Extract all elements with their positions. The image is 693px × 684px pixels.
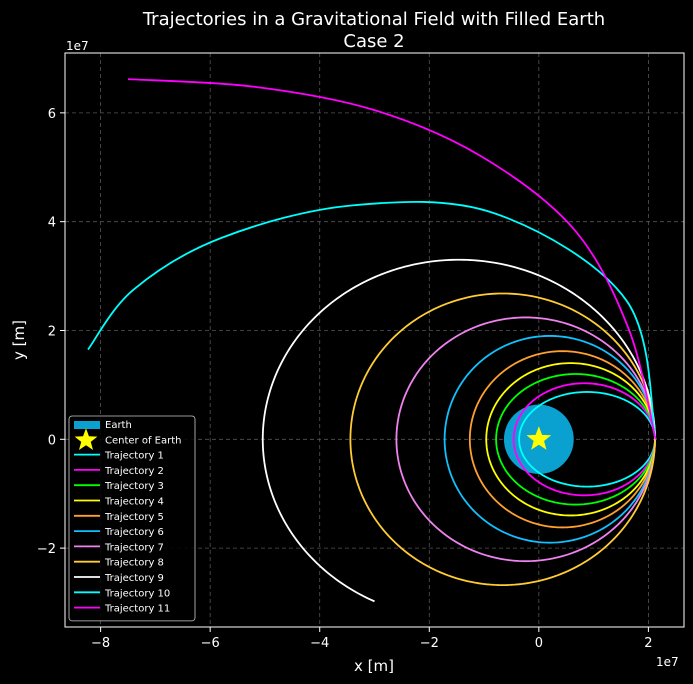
y-axis-exponent: 1e7 <box>66 39 89 53</box>
trajectory-3-line <box>495 373 656 506</box>
y-tick-label: 0 <box>48 433 56 448</box>
legend-trajectory-10-label: Trajectory 10 <box>104 588 170 599</box>
x-tick-label: −4 <box>310 636 329 651</box>
y-tick-label: 4 <box>48 216 56 231</box>
legend-trajectory-8-label: Trajectory 8 <box>104 558 164 569</box>
trajectory-6-line <box>443 335 656 544</box>
axes-frame <box>64 52 685 628</box>
x-tick-label: −2 <box>420 636 439 651</box>
y-tick-label: 2 <box>48 324 56 339</box>
legend-trajectory-3-label: Trajectory 3 <box>104 481 164 492</box>
trajectory-5-line <box>468 350 656 529</box>
x-axis-label: x [m] <box>354 657 394 675</box>
trajectory-1-line <box>518 391 656 488</box>
legend-trajectory-7-label: Trajectory 7 <box>104 542 164 553</box>
trajectory-9-line <box>261 258 656 603</box>
y-tick-label: −2 <box>37 542 56 557</box>
trajectory-4-line <box>485 362 656 517</box>
y-axis-label: y [m] <box>10 320 28 360</box>
legend-trajectory-9-label: Trajectory 9 <box>104 573 164 584</box>
chart-title: Trajectories in a Gravitational Field wi… <box>142 9 605 30</box>
legend: Earth Center of Earth Trajectory 1 Trajecto… <box>68 415 196 622</box>
legend-earth-swatch <box>74 421 100 429</box>
legend-trajectory-11-label: Trajectory 11 <box>104 604 170 615</box>
legend-trajectory-6-label: Trajectory 6 <box>104 527 164 538</box>
legend-trajectory-4-label: Trajectory 4 <box>104 497 164 508</box>
legend-box <box>68 415 196 622</box>
chart-subtitle: Case 2 <box>343 31 404 52</box>
x-tick-label: 0 <box>535 636 543 651</box>
trajectory-11-line <box>127 78 657 440</box>
legend-trajectory-1-label: Trajectory 1 <box>104 451 164 462</box>
trajectory-2-line <box>512 382 656 497</box>
axes: −8 −6 −4 −2 0 2 −2 0 2 4 6 <box>37 52 685 651</box>
center-of-earth-marker <box>526 426 552 450</box>
trajectory-8-line <box>349 292 656 587</box>
trajectory-10-line <box>87 200 657 440</box>
legend-center-label: Center of Earth <box>105 435 181 446</box>
trajectory-7-line <box>395 316 656 563</box>
y-tick-label: 6 <box>48 107 56 122</box>
grid <box>65 53 684 627</box>
legend-trajectory-2-label: Trajectory 2 <box>104 466 164 477</box>
x-tick-label: −8 <box>91 636 110 651</box>
x-axis-exponent: 1e7 <box>656 655 679 669</box>
legend-center-swatch <box>74 428 98 451</box>
legend-trajectory-5-label: Trajectory 5 <box>104 512 164 523</box>
legend-earth-label: Earth <box>105 420 132 431</box>
x-tick-label: −6 <box>201 636 220 651</box>
x-tick-label: 2 <box>644 636 652 651</box>
plot-area <box>87 78 657 603</box>
